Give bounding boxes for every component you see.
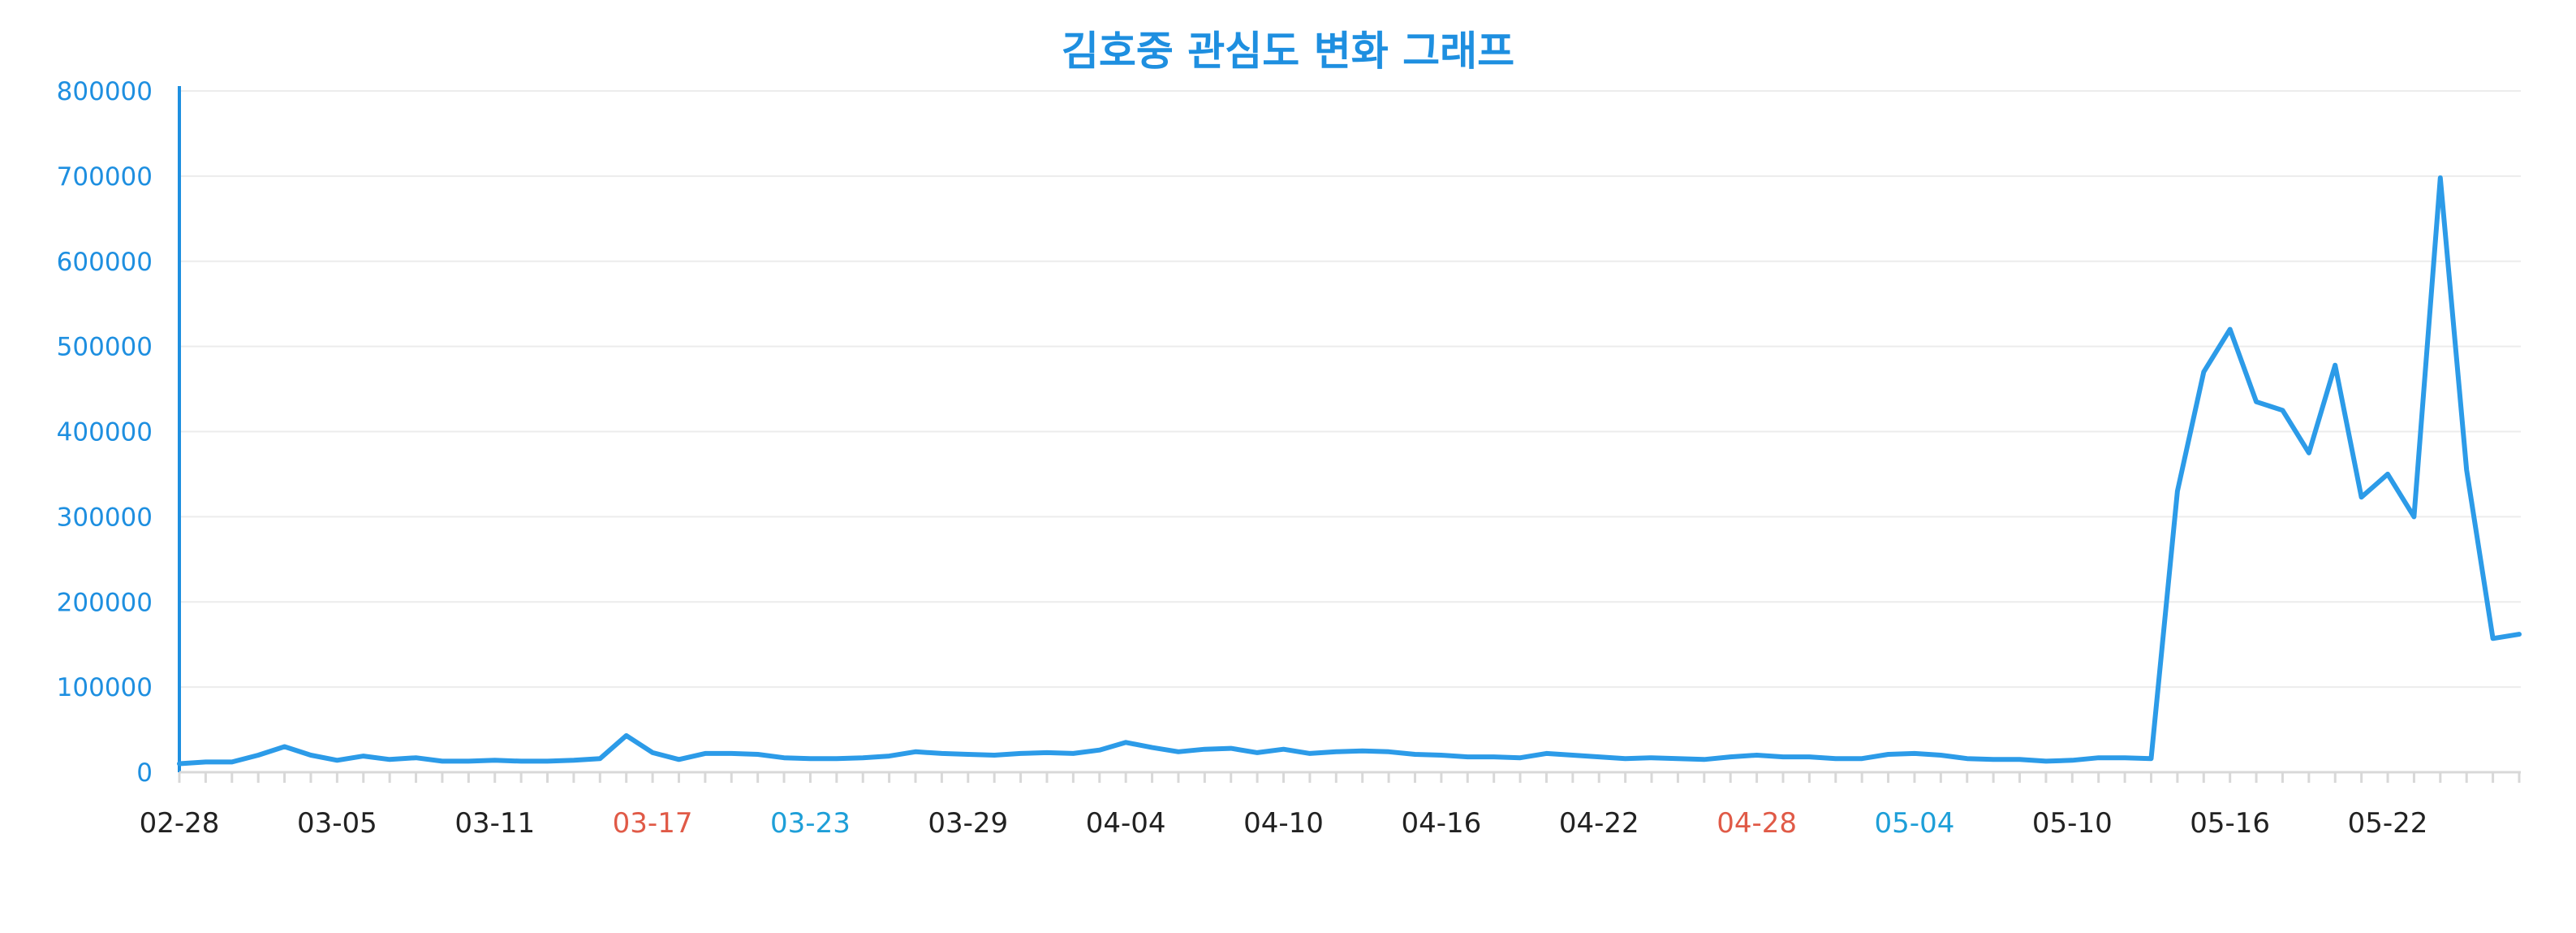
x-tick-label: 05-22 <box>2348 807 2428 840</box>
y-tick-label: 600000 <box>57 248 153 277</box>
y-tick-label: 800000 <box>57 77 153 106</box>
x-tick-label: 03-17 <box>613 807 693 840</box>
series-layer <box>177 175 2522 767</box>
x-tick-label: 03-29 <box>928 807 1008 840</box>
x-tick-label: 03-11 <box>454 807 535 840</box>
y-tick-label: 400000 <box>57 418 153 447</box>
x-tick-label: 04-22 <box>1559 807 1639 840</box>
grid-lines <box>179 90 2521 689</box>
x-tick-label: 02-28 <box>140 807 220 840</box>
y-tick-label: 200000 <box>57 588 153 617</box>
y-tick-label: 100000 <box>57 673 153 702</box>
x-tick-label: 03-23 <box>770 807 851 840</box>
y-tick-label: 500000 <box>57 333 153 362</box>
chart-title: 김호중 관심도 변화 그래프 <box>1062 28 1514 75</box>
x-tick-label: 04-28 <box>1717 807 1797 840</box>
axes <box>178 86 2521 783</box>
x-tick-label: 05-10 <box>2032 807 2113 840</box>
x-tick-label: 05-16 <box>2190 807 2270 840</box>
x-tick-label: 04-04 <box>1086 807 1166 840</box>
x-tick-label: 04-16 <box>1401 807 1481 840</box>
x-axis-tick-labels: 02-28 03-05 03-11 03-17 03-23 03-29 04-04 04-10… <box>140 807 2428 840</box>
series-line-0 <box>177 175 2522 767</box>
x-tick-label: 03-05 <box>297 807 377 840</box>
y-tick-label: 0 <box>136 758 153 788</box>
x-tick-label: 04-10 <box>1243 807 1324 840</box>
x-tick-label: 05-04 <box>1875 807 1955 840</box>
y-axis-tick-labels: 0 100000 200000 300000 400000 500000 600000 700… <box>57 77 153 788</box>
y-tick-label: 700000 <box>57 162 153 192</box>
y-tick-label: 300000 <box>57 503 153 532</box>
